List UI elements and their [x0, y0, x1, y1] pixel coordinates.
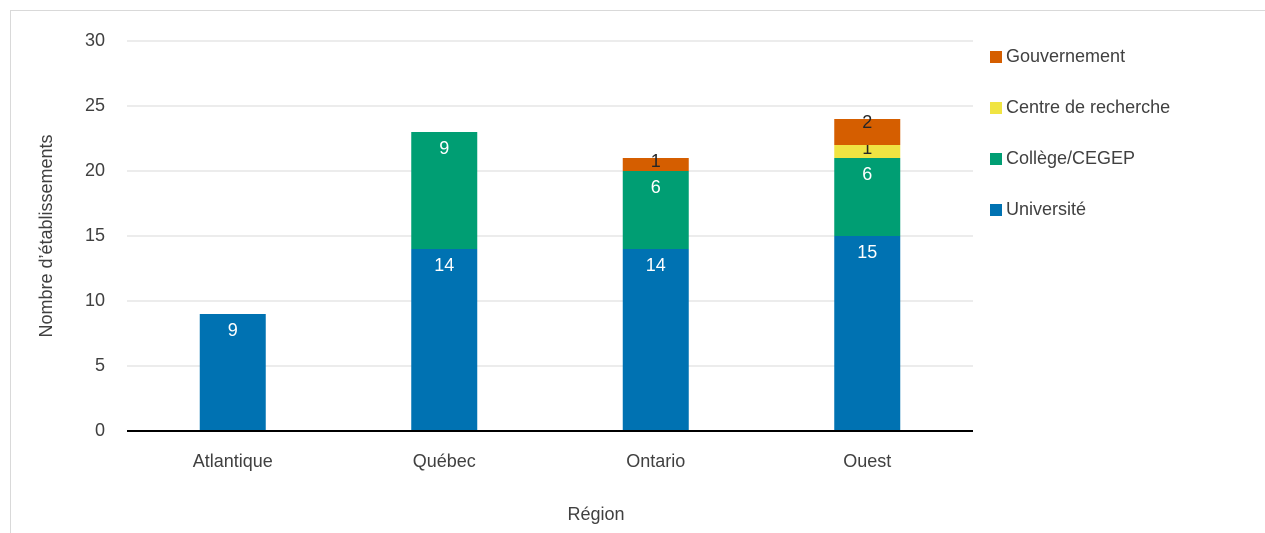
y-tick-label: 30	[85, 30, 105, 50]
data-label: 14	[434, 255, 454, 275]
legend-swatch	[990, 102, 1002, 114]
y-tick-label: 5	[95, 355, 105, 375]
bar-segment	[622, 158, 689, 171]
legend-swatch	[990, 153, 1002, 165]
legend-label: Université	[1006, 199, 1086, 219]
bar-segment	[622, 249, 689, 431]
data-label: 6	[862, 164, 872, 184]
bar-segment	[834, 145, 901, 158]
legend-swatch	[990, 204, 1002, 216]
y-tick-label: 20	[85, 160, 105, 180]
data-label: 15	[857, 242, 877, 262]
bar-segment	[834, 236, 901, 431]
legend-label: Gouvernement	[1006, 46, 1125, 66]
x-tick-label: Ouest	[843, 451, 891, 471]
x-tick-label: Ontario	[626, 451, 685, 471]
y-tick-label: 25	[85, 95, 105, 115]
bar-segment	[622, 171, 689, 249]
bar-segment	[834, 119, 901, 145]
data-label: 1	[862, 138, 872, 158]
legend-swatch	[990, 51, 1002, 63]
y-tick-label: 10	[85, 290, 105, 310]
data-label: 9	[439, 138, 449, 158]
data-label: 1	[651, 151, 661, 171]
y-tick-label: 15	[85, 225, 105, 245]
bar-segment	[411, 249, 478, 431]
x-tick-label: Atlantique	[193, 451, 273, 471]
data-label: 2	[862, 112, 872, 132]
bar-segment	[199, 314, 266, 431]
data-label: 14	[646, 255, 666, 275]
y-axis-title: Nombre d’établissements	[36, 134, 56, 337]
x-axis-title: Région	[567, 504, 624, 524]
bar-segment	[834, 158, 901, 236]
legend-label: Centre de recherche	[1006, 97, 1170, 117]
data-label: 9	[228, 320, 238, 340]
chart-frame	[10, 10, 1265, 533]
x-tick-label: Québec	[413, 451, 476, 471]
y-tick-label: 0	[95, 420, 105, 440]
legend-label: Collège/CEGEP	[1006, 148, 1135, 168]
bar-segment	[411, 132, 478, 249]
data-label: 6	[651, 177, 661, 197]
